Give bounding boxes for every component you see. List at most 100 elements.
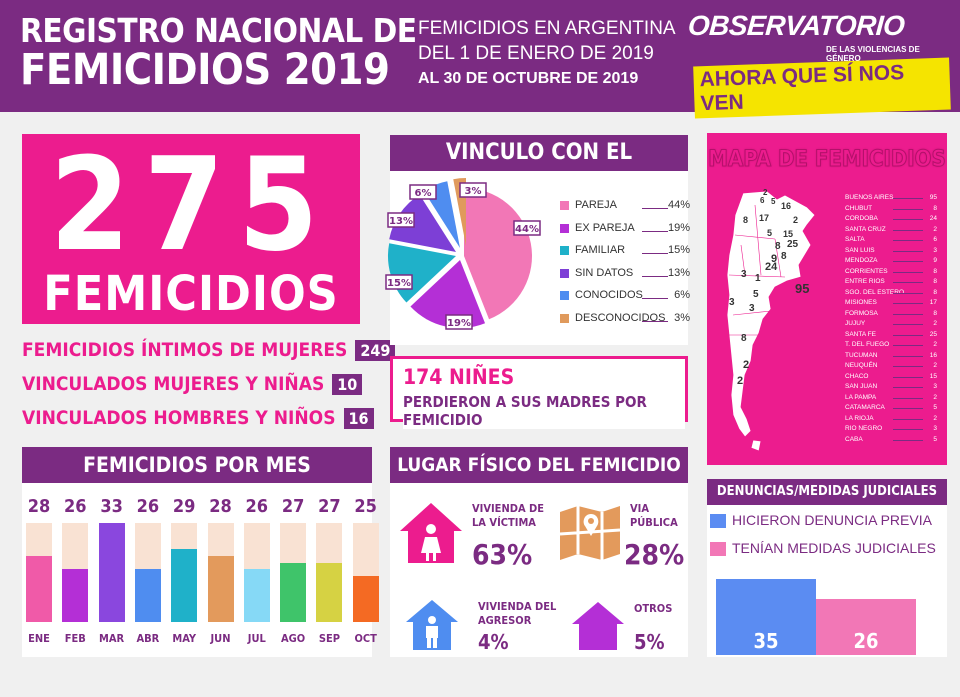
lugar-agresor-pct: 4% [478,630,509,654]
province-value: 8 [933,204,937,212]
total-label: FEMICIDIOS [43,266,339,322]
map-value: 15 [783,229,794,239]
province-leader [893,418,923,420]
map-value: 2 [793,215,799,225]
legend-item: EX PAREJA 19% [560,222,690,236]
province-leader [893,429,923,430]
province-row: RIO NEGRO 3 [845,425,937,433]
legend-label: FAMILIAR [575,244,626,256]
lugar-label: VIVIENDA DEL [478,600,557,613]
province-leader [893,324,923,325]
bar-may [171,549,198,622]
lugar-label: PÚBLICA [630,516,678,529]
map-value: 16 [781,201,792,211]
province-value: 95 [929,194,937,201]
map-value: 2 [763,188,768,197]
logo-main-text: OBSERVATORIO [686,10,906,41]
legend-value: 15% [667,244,690,256]
province-name: CHUBUT [845,204,873,212]
lugar-via-pct: 28% [624,538,685,571]
province-name: CABA [845,435,863,443]
legend-value: 13% [667,266,690,279]
legend-value: 3% [674,311,690,324]
bar-value-label: 29 [172,496,196,517]
total-number: 275 [49,131,333,280]
province-row: LA PAMPA 2 [845,394,937,402]
province-leader [893,198,923,199]
map-value: 3 [741,269,747,280]
lugar-label: LA VÍCTIMA [472,516,536,529]
province-value: 2 [933,341,937,348]
bar-value-label: 26 [136,496,160,517]
province-name: SAN JUAN [845,383,878,390]
vinculo-title: VINCULO CON EL AGRESOR [390,135,688,201]
stat-value: 249 [355,340,396,361]
map-value: 2 [737,375,744,387]
province-row: BUENOS AIRES 95 [845,194,937,202]
stat-intimos: FEMICIDIOS ÍNTIMOS DE MUJERES 249 [22,339,396,361]
month-label: JUL [247,632,266,645]
month-label: ENE [28,632,50,645]
province-leader [893,208,923,210]
pie-label: 3% [465,186,482,197]
legend-label: PAREJA [575,199,617,211]
stat-label: VINCULADOS HOMBRES Y NIÑOS [22,407,336,429]
map-value: 5 [771,197,776,206]
province-name: SALTA [845,236,865,243]
map-value: 8 [775,241,781,252]
legend-label: CONOCIDOS [575,289,643,301]
province-value: 6 [933,236,937,243]
province-name: CATAMARCA [845,404,885,411]
province-value: 8 [933,267,937,275]
bar-value-label: 28 [27,496,51,517]
province-leader [893,219,923,220]
province-name: SAN LUIS [845,246,875,254]
province-row: SANTA CRUZ 2 [845,226,937,234]
map-value: 3 [749,303,755,314]
title-line-2: FEMICIDIOS 2019 [20,45,390,95]
month-label: OCT [354,632,377,645]
province-row: MENDOZA 9 [845,257,937,265]
stat-vinculados-hombres: VINCULADOS HOMBRES Y NIÑOS 16 [22,407,374,429]
province-leader [893,229,923,231]
province-row: LA RIOJA 2 [845,415,937,423]
bar-value-label: 28 [209,496,232,517]
province-value: 25 [929,330,937,338]
province-row: TUCUMAN 16 [845,352,937,360]
mapa-card: MAPA DE FEMICIDIOS 2 6 5 16 8 17 2 15 5 8 25 8 9 3 24 1… [707,133,947,465]
street-map-icon [559,506,621,560]
lugar-label: AGRESOR [478,614,532,627]
legend-swatch [560,201,569,210]
legend-swatch [560,291,569,300]
bar-abr [134,569,161,622]
province-row: CORRIENTES 8 [845,268,937,276]
legend-swatch [560,313,569,323]
lugar-via: VIA PÚBLICA [630,502,678,530]
province-value: 8 [933,288,937,296]
province-row: CORDOBA 24 [845,215,937,223]
denuncia-bar [716,579,816,655]
province-leader [893,282,923,283]
ninos-count: 174 NIÑES [403,365,515,389]
house-man-icon [406,600,458,650]
legend-label: SIN DATOS [575,266,634,279]
map-value: 25 [787,239,799,250]
denuncia-legend-1: HICIERON DENUNCIA PREVIA [732,512,932,528]
month-label: AGO [280,632,306,645]
lugar-label: VIA [630,502,649,515]
map-value: 6 [760,196,765,205]
province-name: CHACO [845,372,869,380]
pie-label-box [385,274,413,290]
bar-value-label: 26 [64,496,87,517]
province-row: SAN JUAN 3 [845,383,937,391]
province-leader [893,439,923,441]
legend-leader [642,208,668,209]
province-name: LA PAMPA [845,393,877,401]
province-name: SANTA CRUZ [845,225,886,233]
title-line-1: REGISTRO NACIONAL DE [20,11,417,50]
province-name: CORDOBA [845,215,878,222]
pie-label-box [513,220,541,236]
map-value: 5 [767,228,773,238]
legend-leader [642,298,668,299]
pie-label-box [387,212,415,228]
